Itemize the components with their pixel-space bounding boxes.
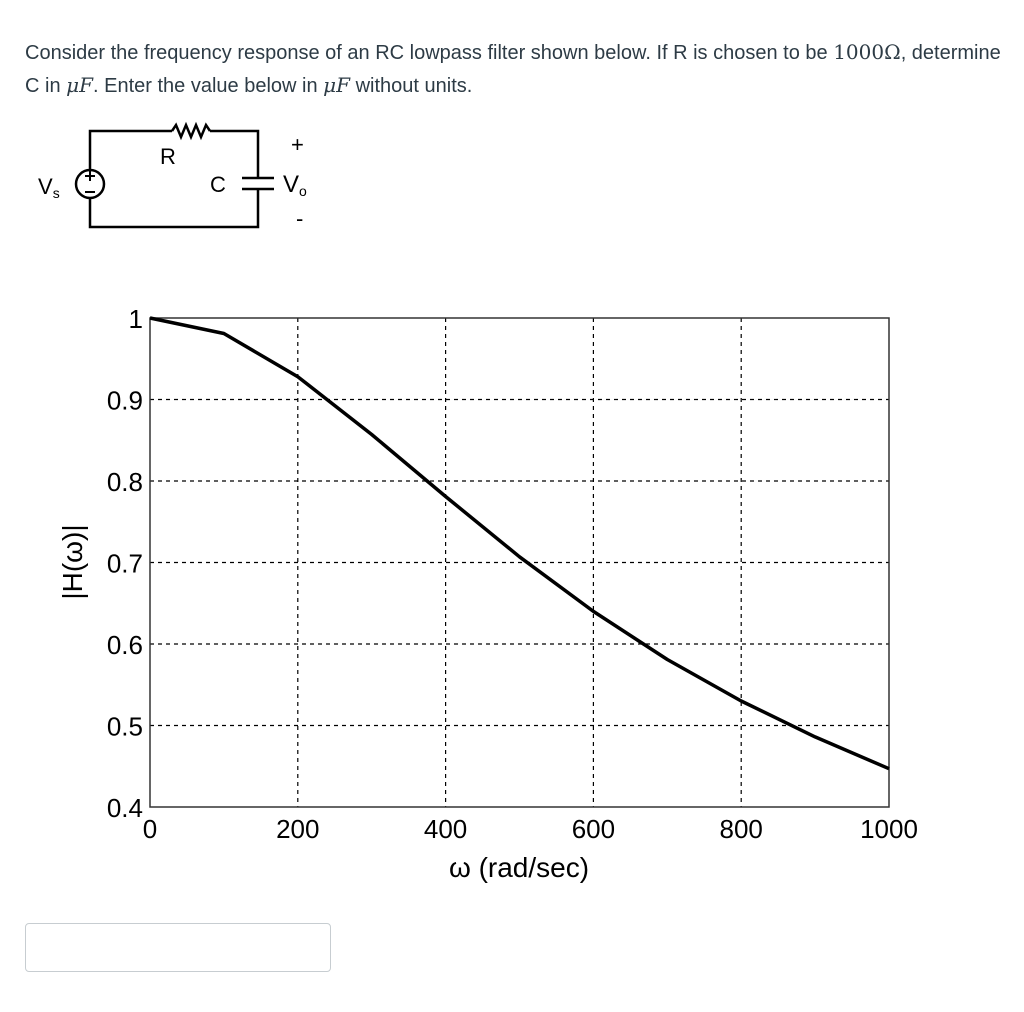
source-label: Vs [38, 174, 60, 201]
grid-lines [150, 318, 889, 807]
y-tick-labels: 0.4 0.5 0.6 0.7 0.8 0.9 1 [107, 304, 143, 823]
resistor-icon [170, 121, 212, 141]
y-tick-label: 0.9 [107, 386, 143, 416]
y-tick-label: 0.7 [107, 549, 143, 579]
question-part: without units. [350, 75, 473, 97]
question-text: Consider the frequency response of an RC… [25, 36, 1005, 102]
x-tick-label: 200 [276, 814, 319, 844]
capacitor-icon [242, 176, 274, 191]
output-label: Vo [283, 171, 307, 199]
output-plus: + [291, 132, 304, 157]
unit-microfarad: μF [66, 73, 93, 97]
question-part: , determine C in [25, 42, 1001, 97]
x-axis-label: ω (rad/sec) [449, 852, 589, 883]
y-tick-label: 0.6 [107, 630, 143, 660]
question-part: Consider the frequency response of an RC… [25, 42, 834, 64]
y-tick-label: 0.8 [107, 467, 143, 497]
question-part: . Enter the value below in [93, 75, 324, 97]
rc-circuit-diagram: Vs R C Vo + - [38, 121, 307, 231]
magnitude-curve [149, 316, 890, 771]
frequency-response-chart: 0.4 0.5 0.6 0.7 0.8 0.9 1 0 200 400 600 800 1000 ω … [57, 304, 918, 883]
x-tick-label: 800 [720, 814, 763, 844]
unit-microfarad: μF [323, 73, 351, 97]
x-tick-labels: 0 200 400 600 800 1000 [143, 814, 918, 844]
y-tick-label: 0.4 [107, 793, 143, 823]
x-tick-label: 400 [424, 814, 467, 844]
voltage-source-icon [74, 168, 106, 200]
y-tick-label: 1 [129, 304, 143, 334]
x-tick-label: 1000 [860, 814, 918, 844]
plot-frame [149, 317, 890, 808]
resistor-label: R [160, 144, 176, 169]
output-minus: - [296, 206, 303, 231]
x-tick-label: 600 [572, 814, 615, 844]
y-tick-label: 0.5 [107, 712, 143, 742]
answer-input[interactable] [25, 923, 331, 972]
capacitor-label: C [210, 172, 226, 197]
y-axis-label: |H(ω)| [57, 524, 88, 599]
resistance-value: 1000Ω [833, 40, 901, 64]
x-tick-label: 0 [143, 814, 157, 844]
